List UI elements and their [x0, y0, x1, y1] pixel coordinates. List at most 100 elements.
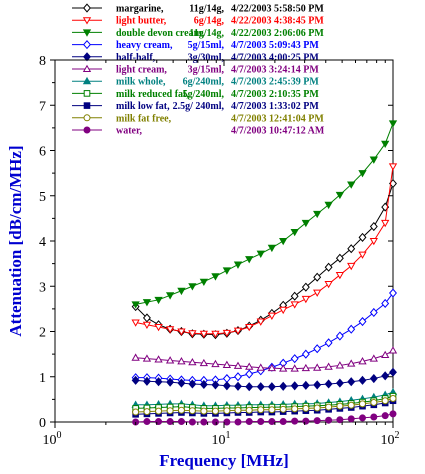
data-point [358, 170, 367, 178]
data-point [267, 382, 276, 392]
data-point [165, 326, 175, 334]
legend-amount: 2.5g/ 240ml, [173, 101, 225, 112]
data-point [301, 282, 310, 292]
plot-area [54, 59, 398, 426]
legend-timestamp: 4/7/2003 3:24:14 PM [231, 65, 319, 76]
data-point [177, 418, 185, 426]
legend-amount: 11g/14g, [189, 4, 224, 15]
y-axis-title: Attenuation [dB/cm/MHz] [6, 145, 25, 336]
data-point [200, 418, 208, 426]
data-point [347, 244, 356, 254]
data-point [177, 287, 186, 296]
data-point [291, 417, 299, 425]
data-point [279, 381, 288, 391]
data-point [222, 360, 232, 368]
data-point [233, 361, 243, 369]
legend-timestamp: 4/22/2003 4:38:45 PM [231, 16, 324, 27]
data-point [290, 381, 299, 391]
y-tick-label: 5 [39, 190, 46, 205]
data-point [131, 301, 140, 309]
data-point [347, 415, 355, 423]
data-point [381, 350, 390, 359]
data-point [369, 221, 378, 232]
data-point [199, 330, 209, 339]
data-point [154, 355, 163, 363]
data-point [256, 363, 265, 371]
legend-amount: 3g/15ml, [188, 65, 225, 76]
legend: margarine, 11g/14g, 4/22/2003 5:58:50 PMli… [72, 3, 325, 137]
data-point [369, 354, 378, 362]
data-point [245, 323, 254, 332]
data-point [359, 414, 367, 422]
data-point [188, 330, 197, 338]
data-point [245, 382, 254, 392]
legend-entry: light cream, 3g/15ml, 4/7/2003 3:24:14 PM [72, 65, 319, 76]
data-point [131, 375, 140, 385]
data-point [313, 210, 322, 219]
data-point [347, 401, 355, 409]
data-point [381, 140, 390, 149]
data-point [324, 379, 333, 389]
data-point [324, 280, 333, 289]
series-milk-fat-free [132, 394, 397, 416]
legend-entry: water, 4/7/2003 10:47:12 AM [72, 126, 325, 137]
data-point [245, 406, 253, 414]
legend-timestamp: 4/22/2003 5:58:50 PM [231, 4, 324, 15]
data-point [234, 372, 242, 382]
series-light-cream [131, 346, 398, 372]
legend-label: milk low fat, [116, 101, 170, 112]
series-line [135, 123, 394, 305]
data-point [233, 261, 243, 269]
data-point [291, 405, 299, 413]
legend-label: milk whole, [116, 77, 166, 88]
data-point [369, 238, 378, 246]
data-point [358, 375, 367, 385]
legend-swatch-marker [82, 29, 92, 37]
series-margarine [131, 178, 397, 340]
series-line [135, 166, 394, 335]
x-tick-label: 102 [381, 430, 400, 448]
legend-timestamp: 4/7/2003 2:45:39 PM [231, 77, 319, 88]
data-point [223, 407, 231, 415]
data-point [143, 408, 151, 416]
data-point [200, 407, 208, 415]
data-point [245, 256, 254, 264]
data-point [388, 120, 398, 128]
data-point [256, 318, 265, 326]
legend-timestamp: 4/7/2003 1:33:02 PM [231, 101, 319, 112]
data-point [188, 357, 197, 366]
data-point [222, 267, 232, 275]
legend-entry: light butter, 6g/14g, 4/22/2003 4:38:45 PM [72, 16, 324, 27]
legend-timestamp: 4/7/2003 4:00:25 PM [231, 52, 319, 63]
legend-label: light cream, [116, 65, 167, 76]
legend-amount: 3g/30ml, [188, 52, 225, 63]
data-point [131, 319, 140, 327]
data-point [142, 321, 152, 330]
legend-swatch-marker [83, 52, 91, 62]
data-point [211, 273, 220, 281]
data-point [325, 416, 333, 424]
data-point [388, 346, 398, 354]
data-point [369, 307, 378, 318]
data-point [142, 354, 152, 362]
data-point [358, 232, 367, 242]
series-line [135, 292, 394, 381]
data-point [233, 327, 243, 335]
legend-timestamp: 4/22/2003 2:06:06 PM [231, 28, 324, 39]
data-point [359, 400, 367, 408]
legend-label: half-half, [116, 52, 156, 63]
legend-amount: 6g/240ml, [183, 77, 225, 88]
data-point [142, 299, 152, 307]
data-point [389, 367, 397, 377]
legend-swatch-marker [83, 3, 91, 13]
data-point [165, 292, 175, 300]
axes: 100 101 102 0 1 2 3 4 5 6 7 8 [39, 54, 400, 448]
legend-amount: 5g/15ml, [188, 40, 225, 51]
data-point [336, 402, 344, 410]
legend-swatch-marker [83, 102, 91, 109]
data-point [279, 418, 287, 426]
data-point [211, 407, 219, 415]
data-point [301, 219, 311, 228]
data-point [143, 418, 151, 426]
data-point [256, 250, 265, 258]
